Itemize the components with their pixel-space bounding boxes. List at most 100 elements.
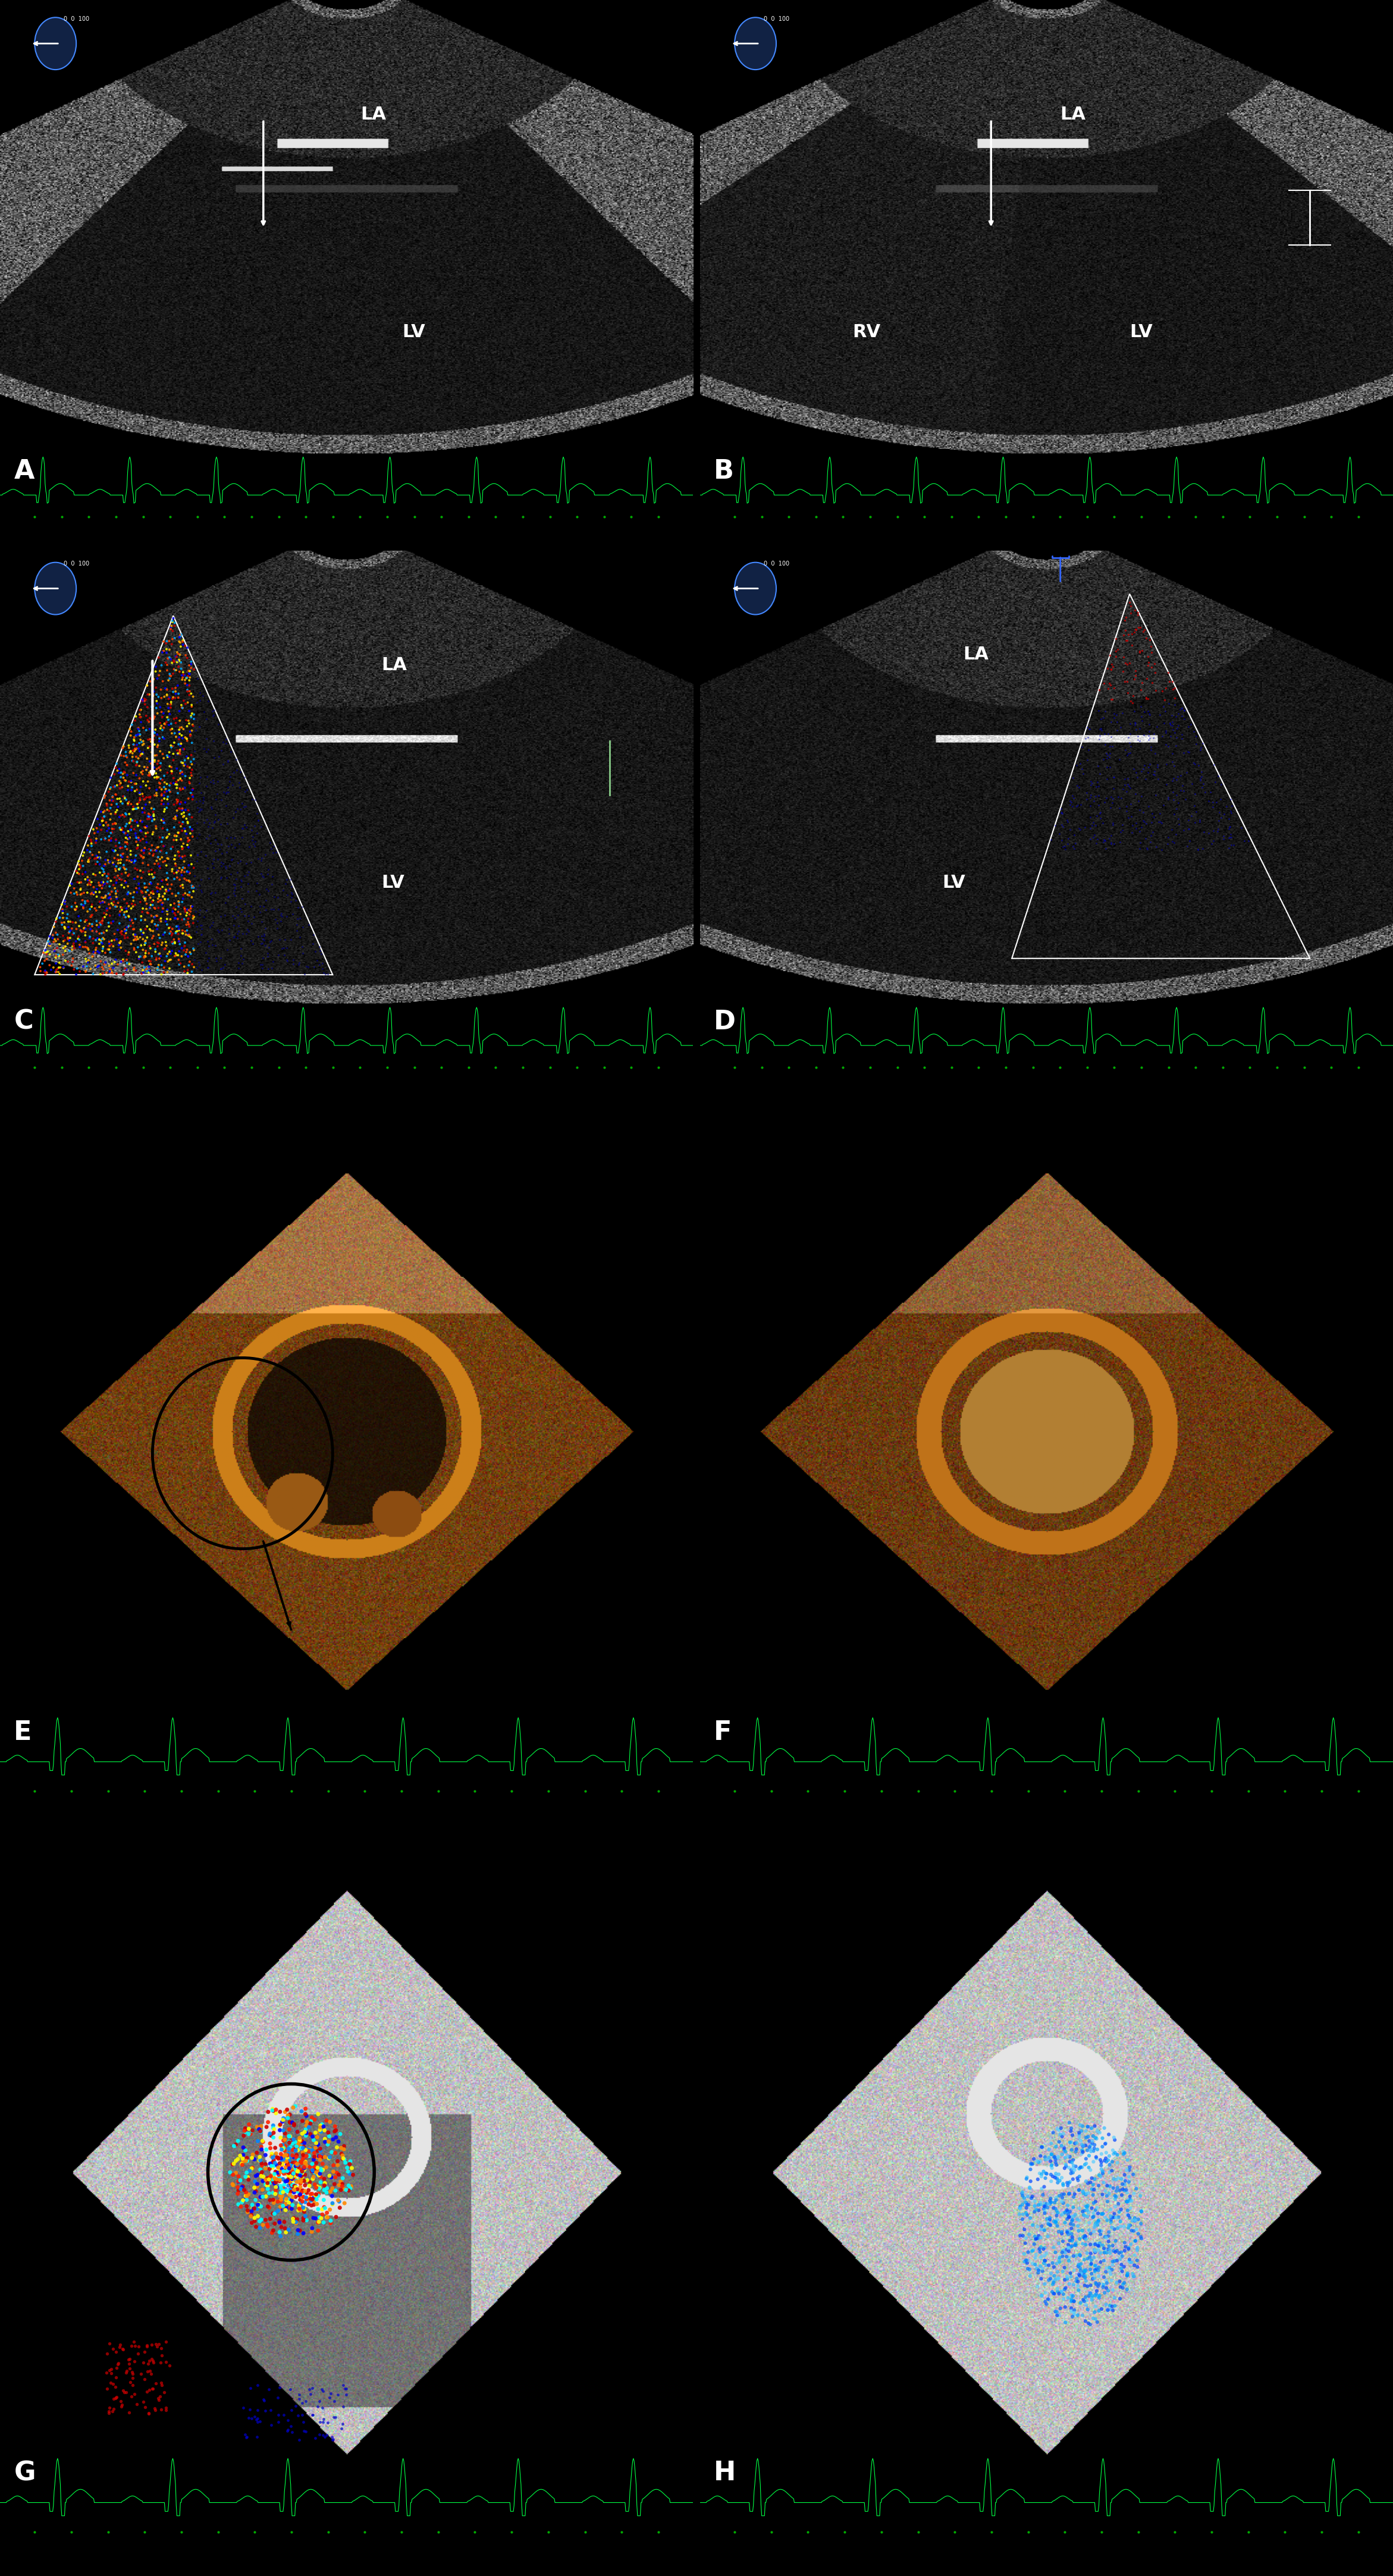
Point: [178, 652, 201, 693]
Point: [170, 641, 192, 683]
Point: [159, 930, 181, 971]
Point: [176, 850, 198, 891]
Point: [110, 809, 132, 850]
Point: [308, 2202, 330, 2244]
Point: [1028, 2190, 1050, 2231]
Point: [323, 2105, 345, 2146]
Point: [306, 2174, 329, 2215]
Point: [1116, 2269, 1138, 2311]
Point: [1015, 2192, 1038, 2233]
Point: [1078, 2210, 1100, 2251]
Point: [150, 945, 173, 987]
Point: [125, 755, 148, 796]
Point: [1098, 2136, 1120, 2177]
Point: [187, 835, 209, 876]
Point: [228, 762, 251, 804]
Point: [313, 2164, 336, 2205]
Point: [159, 940, 181, 981]
Point: [1073, 2254, 1095, 2295]
Point: [325, 2133, 347, 2174]
Point: [177, 701, 199, 742]
Point: [160, 933, 182, 974]
Point: [1099, 726, 1121, 768]
Point: [1199, 770, 1222, 811]
Point: [1068, 2169, 1091, 2210]
Point: [252, 938, 274, 979]
Point: [182, 868, 205, 909]
Point: [142, 796, 164, 837]
Point: [1177, 706, 1199, 747]
Point: [180, 933, 202, 974]
Point: [1077, 2130, 1099, 2172]
Point: [1024, 2184, 1046, 2226]
Point: [249, 886, 272, 927]
Point: [301, 2208, 323, 2249]
Point: [43, 930, 65, 971]
Point: [104, 804, 127, 845]
Point: [189, 922, 212, 963]
Point: [132, 829, 155, 871]
Point: [1067, 2205, 1089, 2246]
Point: [152, 817, 174, 858]
Point: [254, 907, 276, 948]
Point: [63, 927, 85, 969]
Point: [170, 726, 192, 768]
Point: [1074, 2190, 1096, 2231]
Point: [142, 2367, 164, 2409]
Point: [1031, 2208, 1053, 2249]
Point: [1011, 2172, 1034, 2213]
Point: [1060, 2107, 1082, 2148]
Point: [336, 2367, 358, 2409]
Point: [241, 2190, 263, 2231]
Point: [1060, 2226, 1082, 2267]
Point: [235, 2416, 258, 2458]
Point: [1099, 2190, 1121, 2231]
Point: [159, 685, 181, 726]
Point: [1011, 2172, 1034, 2213]
Point: [242, 896, 265, 938]
Point: [127, 737, 149, 778]
Point: [208, 912, 230, 953]
Point: [242, 824, 265, 866]
Point: [235, 2174, 258, 2215]
Point: [174, 659, 196, 701]
Point: [139, 742, 162, 783]
Point: [255, 2148, 277, 2190]
Point: [1087, 2192, 1109, 2233]
Point: [1116, 2251, 1138, 2293]
Point: [322, 2117, 344, 2159]
Point: [1070, 783, 1092, 824]
Point: [121, 886, 143, 927]
Point: [259, 2156, 281, 2197]
Point: [131, 891, 153, 933]
Point: [96, 804, 118, 845]
Point: [1137, 714, 1159, 755]
Point: [1142, 755, 1165, 796]
Point: [111, 2329, 134, 2370]
Point: [156, 621, 178, 662]
Point: [167, 914, 189, 956]
Point: [1116, 2254, 1138, 2295]
Point: [118, 708, 141, 750]
Point: [128, 714, 150, 755]
Point: [1031, 2156, 1053, 2197]
Point: [213, 1046, 235, 1087]
Point: [125, 762, 148, 804]
Point: [174, 835, 196, 876]
Point: [70, 848, 92, 889]
Point: [295, 2411, 318, 2452]
Point: [320, 2156, 343, 2197]
Point: [1082, 781, 1105, 822]
Point: [138, 850, 160, 891]
Point: [272, 2166, 294, 2208]
Point: [217, 739, 240, 781]
Point: [130, 909, 152, 951]
Point: [188, 706, 210, 747]
Point: [1060, 2280, 1082, 2321]
Point: [163, 896, 185, 938]
Point: [228, 2159, 251, 2200]
Point: [309, 2130, 332, 2172]
Point: [270, 2151, 293, 2192]
Point: [1084, 2231, 1106, 2272]
Point: [294, 2182, 316, 2223]
